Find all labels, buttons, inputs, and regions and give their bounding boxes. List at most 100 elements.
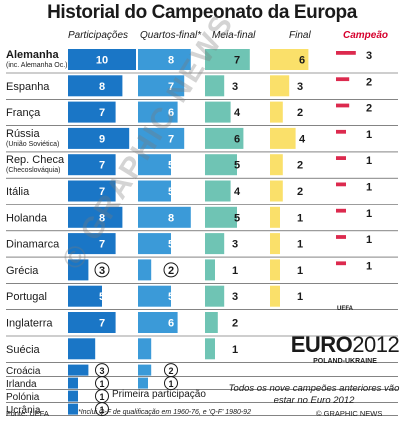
country-label-r-ssia: Rússia — [6, 128, 41, 140]
bar-r-ssia-col4 — [336, 129, 346, 134]
value-holanda-col0: 8 — [99, 212, 105, 224]
bar-dinamarca-col0 — [68, 233, 116, 255]
bar-gr-cia-col2 — [205, 259, 215, 281]
page-title: Historial do Campeonato da Europa — [47, 2, 357, 23]
credit-text: © GRAPHIC NEWS — [316, 409, 383, 418]
value-su-cia-col1: 2 — [168, 344, 174, 356]
country-label-espanha: Espanha — [6, 81, 50, 93]
bar-espanha-col0 — [68, 75, 123, 97]
logo-uefa-text: UEFA — [336, 306, 353, 312]
value-rep-checa-col4: 1 — [366, 155, 372, 167]
bar-rep-checa-col4 — [336, 156, 346, 160]
country-label-portugal: Portugal — [6, 291, 47, 303]
bar-fran-a-col3 — [270, 101, 283, 123]
country-label-su-cia: Suécia — [6, 344, 41, 356]
bar-su-cia-col0 — [68, 338, 96, 360]
value-espanha-col2: 3 — [232, 81, 238, 93]
bar-dinamarca-col4 — [336, 235, 346, 239]
value-gr-cia-col3: 1 — [297, 265, 303, 277]
bar-r-ssia-col0 — [68, 127, 130, 149]
value-gr-cia-col1: 2 — [168, 265, 174, 277]
bar-su-cia-col1 — [138, 338, 152, 360]
value-portugal-col2: 3 — [232, 291, 238, 303]
value-cro-cia-col1: 2 — [168, 366, 173, 376]
value-inglaterra-col0: 7 — [99, 318, 105, 330]
bar-alemanha-col3 — [270, 49, 309, 70]
bar-espanha-col3 — [270, 75, 290, 97]
bar-holanda-col1 — [138, 206, 191, 228]
country-label-dinamarca: Dinamarca — [6, 239, 60, 251]
value-r-ssia-col1: 7 — [168, 133, 174, 145]
value-portugal-col1: 5 — [168, 291, 174, 303]
value-portugal-col0: 5 — [99, 291, 105, 303]
bar-rep-checa-col1 — [138, 154, 171, 176]
value-espanha-col4: 2 — [366, 76, 372, 88]
country-sublabel-rep-checa: (Checoslováquia) — [6, 167, 60, 174]
bar-it-lia-col2 — [205, 180, 231, 202]
country-label-it-lia: Itália — [6, 186, 30, 198]
value-rep-checa-col1: 5 — [168, 160, 174, 172]
circle-gr-cia-col1 — [163, 262, 179, 278]
value-alemanha-col0: 10 — [96, 55, 108, 67]
bar-alemanha-col4 — [336, 51, 356, 55]
bar-gr-cia-col0 — [68, 259, 89, 281]
bar-irlanda-col1 — [138, 377, 148, 389]
first-participation-label: Primeira participação — [112, 389, 206, 400]
bar-rep-checa-col3 — [270, 154, 283, 176]
country-label-fran-a: França — [6, 107, 41, 119]
bar-espanha-col1 — [138, 75, 185, 97]
bar-pol-nia-col0 — [68, 390, 78, 402]
value-gr-cia-col2: 1 — [232, 265, 238, 277]
value-alemanha-col3: 6 — [299, 55, 305, 67]
value-cro-cia-col0: 3 — [99, 366, 104, 376]
bar-dinamarca-col3 — [270, 233, 280, 255]
header-meia-final: Meia-final — [212, 30, 256, 41]
bar-fran-a-col2 — [205, 101, 231, 123]
country-label-alemanha: Alemanha — [6, 49, 59, 61]
value-dinamarca-col2: 3 — [232, 239, 238, 251]
value-it-lia-col2: 4 — [234, 186, 241, 198]
value-fran-a-col4: 2 — [366, 103, 372, 115]
value-rep-checa-col0: 7 — [99, 160, 105, 172]
bar-inglaterra-col1 — [138, 312, 178, 333]
value-irlanda-col0: 1 — [99, 379, 104, 389]
bar-alemanha-col1 — [138, 49, 191, 70]
value-espanha-col1: 7 — [168, 81, 174, 93]
value-pol-nia-col0: 1 — [99, 392, 104, 402]
value-fran-a-col2: 4 — [234, 107, 241, 119]
value-dinamarca-col1: 5 — [168, 239, 174, 251]
bar-dinamarca-col1 — [138, 233, 171, 255]
bar-alemanha-col2 — [205, 49, 250, 70]
value-gr-cia-col0: 3 — [99, 265, 105, 277]
country-label-gr-cia: Grécia — [6, 265, 39, 277]
champions-note: Todos os nove campeões anteriores vão es… — [228, 383, 400, 406]
value-inglaterra-col1: 6 — [168, 318, 174, 330]
header-quartos-final: Quartos-final* — [140, 30, 202, 41]
value-r-ssia-col2: 6 — [234, 133, 240, 145]
bar-gr-cia-col1 — [138, 259, 152, 281]
country-label-irlanda: Irlanda — [6, 379, 37, 390]
bar-r-ssia-col1 — [138, 127, 185, 149]
footnote: *Inclui Q-F de qualificação em 1960-76, … — [78, 409, 251, 416]
value-fran-a-col3: 2 — [297, 107, 303, 119]
bar-portugal-col1 — [138, 285, 171, 307]
bar-it-lia-col1 — [138, 180, 171, 202]
header-final: Final — [289, 30, 311, 41]
bar-espanha-col2 — [205, 75, 225, 97]
header-campeao: Campeão — [343, 30, 389, 41]
country-label-cro-cia: Croácia — [6, 366, 41, 377]
country-sublabel-alemanha: (inc. Alemanha Oc.) — [6, 62, 67, 69]
header-participacoes: Participações — [68, 30, 129, 41]
circle-ucr-nia-col0 — [95, 402, 109, 417]
value-ucr-nia-col0: 1 — [99, 405, 104, 415]
value-dinamarca-col0: 7 — [99, 239, 105, 251]
bar-portugal-col0 — [68, 285, 102, 307]
bar-rep-checa-col2 — [205, 154, 237, 176]
source-text: Fonte: UEFA — [6, 409, 49, 418]
bar-fran-a-col4 — [336, 103, 350, 108]
value-irlanda-col1: 1 — [168, 379, 173, 389]
value-su-cia-col0: 4 — [99, 344, 106, 356]
bar-portugal-col3 — [270, 285, 280, 307]
value-fran-a-col1: 6 — [168, 107, 174, 119]
